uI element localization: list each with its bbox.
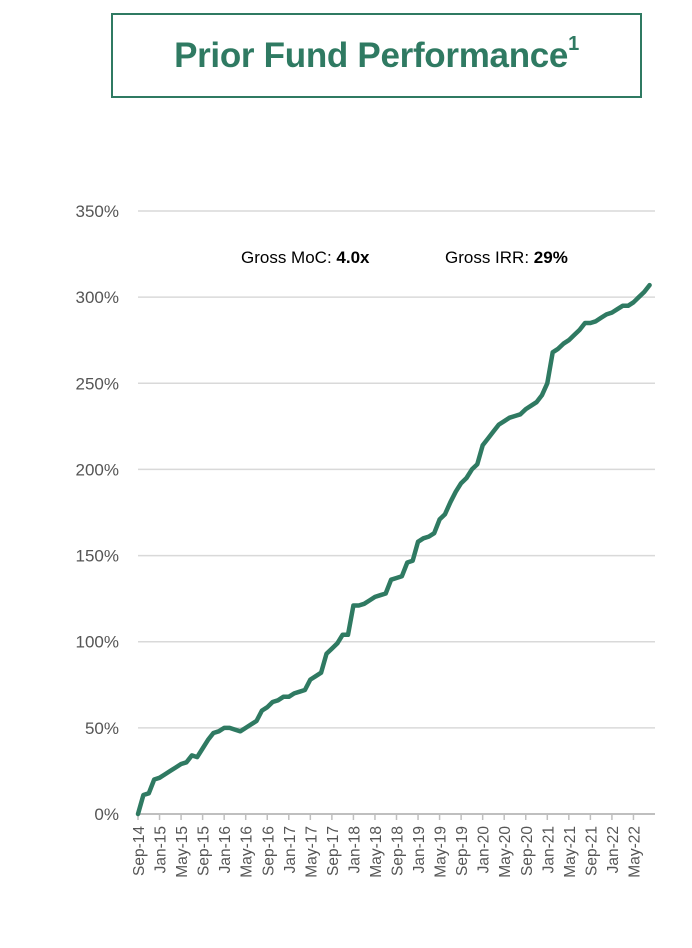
x-tick-label: Sep-15 — [196, 826, 213, 876]
x-tick-label: Sep-14 — [131, 826, 148, 876]
chart-title: Prior Fund Performance1 — [174, 32, 579, 75]
y-tick-label: 350% — [76, 202, 119, 221]
x-tick-label: May-15 — [174, 826, 191, 878]
x-tick-label: Jan-21 — [540, 826, 557, 873]
y-tick-label: 0% — [94, 805, 119, 824]
x-tick-label: Sep-18 — [390, 826, 407, 876]
x-tick-label: May-17 — [303, 826, 320, 878]
x-tick-label: Jan-22 — [605, 826, 622, 873]
x-tick-label: May-16 — [239, 826, 256, 878]
y-tick-label: 200% — [76, 460, 119, 479]
y-tick-label: 50% — [85, 719, 119, 738]
x-tick-label: Sep-16 — [260, 826, 277, 876]
y-tick-label: 150% — [76, 547, 119, 566]
y-tick-label: 100% — [76, 633, 119, 652]
x-tick-label: Jan-16 — [217, 826, 234, 873]
x-tick-label: Sep-21 — [583, 826, 600, 876]
y-tick-label: 250% — [76, 374, 119, 393]
x-tick-label: May-20 — [497, 826, 514, 878]
x-tick-label: Jan-18 — [346, 826, 363, 873]
gross-moc-annotation: Gross MoC: 4.0x — [241, 248, 370, 267]
x-tick-label: Sep-20 — [519, 826, 536, 876]
x-tick-label: Jan-17 — [282, 826, 299, 873]
title-box: Prior Fund Performance1 — [111, 13, 642, 98]
series-line — [135, 282, 652, 817]
x-tick-label: May-18 — [368, 826, 385, 878]
x-tick-label: Jan-19 — [411, 826, 428, 873]
x-tick-label: May-19 — [433, 826, 450, 878]
x-tick-label: Jan-15 — [153, 826, 170, 873]
gross-irr-annotation: Gross IRR: 29% — [445, 248, 568, 267]
footnote-marker: 1 — [568, 32, 579, 55]
x-tick-label: May-21 — [562, 826, 579, 878]
x-tick-label: Sep-17 — [325, 826, 342, 876]
y-tick-label: 300% — [76, 288, 119, 307]
x-tick-label: May-22 — [626, 826, 643, 878]
x-tick-label: Sep-19 — [454, 826, 471, 876]
x-tick-label: Jan-20 — [476, 826, 493, 874]
